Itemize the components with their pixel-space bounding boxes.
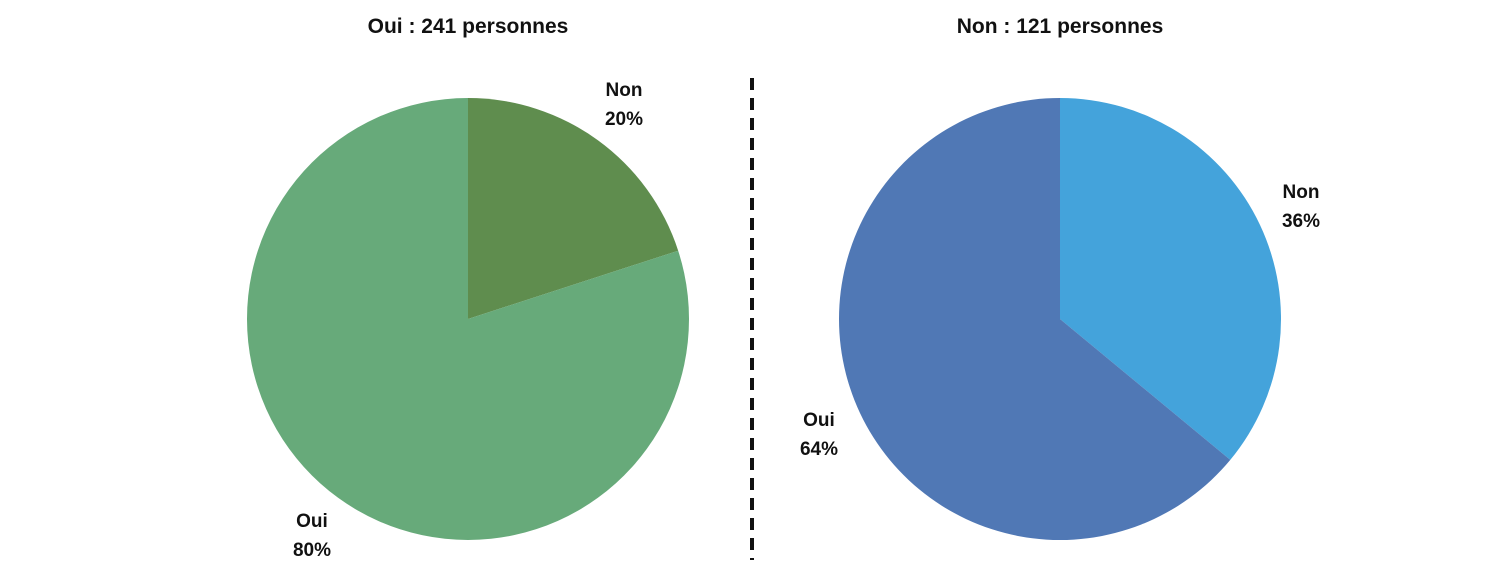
- slice-label-percent: 36%: [1282, 211, 1320, 232]
- slice-label-percent: 80%: [293, 540, 331, 561]
- slice-label-category: Oui: [803, 410, 835, 431]
- pie-chart-non: Non 36% Oui 64%: [800, 98, 1320, 540]
- chart-title-oui: Oui : 241 personnes: [367, 15, 569, 38]
- slice-label-category: Oui: [296, 511, 328, 532]
- chart-title-non: Non : 121 personnes: [956, 15, 1164, 38]
- pie-slice-oui: [839, 98, 1231, 540]
- slice-label-category: Non: [1283, 182, 1320, 203]
- pie-slice-non: [1060, 98, 1282, 460]
- slice-label-percent: 64%: [800, 439, 838, 460]
- pie-slice-oui: [247, 98, 689, 540]
- slice-label-category: Non: [606, 80, 643, 101]
- pie-chart-oui: Non 20% Oui 80%: [247, 80, 689, 561]
- pie-slice-non: [468, 98, 679, 319]
- slice-label-percent: 20%: [605, 109, 643, 130]
